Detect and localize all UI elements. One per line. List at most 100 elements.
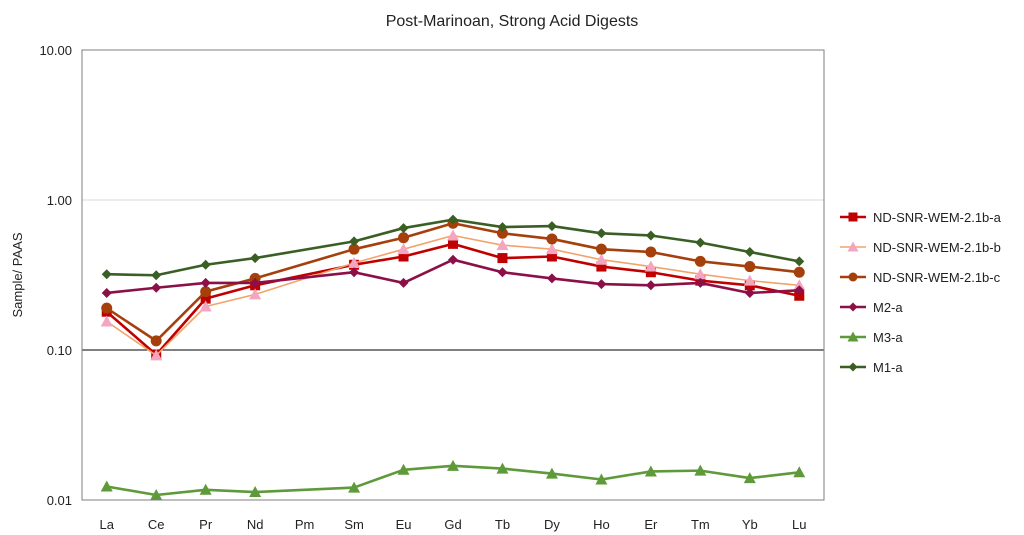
x-tick-label: Gd	[444, 517, 461, 532]
series-2	[100, 229, 806, 361]
data-point	[349, 236, 360, 247]
data-point	[200, 277, 211, 288]
data-point	[546, 233, 558, 245]
series-line	[106, 221, 800, 343]
data-point	[793, 266, 805, 278]
legend-label: ND-SNR-WEM-2.1b-a	[873, 210, 1002, 225]
data-point	[497, 253, 508, 264]
data-point	[398, 251, 409, 262]
data-point	[596, 261, 607, 272]
data-point	[695, 237, 706, 248]
x-tick-label: Ce	[148, 517, 165, 532]
legend-marker	[847, 241, 859, 252]
data-point	[100, 315, 113, 327]
data-point	[546, 251, 557, 262]
data-point	[794, 256, 805, 267]
series-line	[105, 242, 800, 357]
series-4	[101, 254, 805, 298]
data-point	[596, 228, 607, 239]
data-point	[349, 267, 360, 278]
data-point	[200, 259, 211, 270]
data-point	[151, 282, 162, 293]
data-point	[793, 279, 806, 291]
data-point	[645, 246, 657, 258]
y-tick-label: 0.10	[47, 343, 72, 358]
data-point	[545, 467, 558, 479]
legend-item: M2-a	[840, 300, 903, 315]
legend-label: M1-a	[873, 360, 903, 375]
data-point	[744, 247, 755, 258]
data-point	[496, 239, 509, 251]
chart-title: Post-Marinoan, Strong Acid Digests	[386, 13, 639, 30]
data-point	[250, 253, 261, 264]
legend-item: ND-SNR-WEM-2.1b-c	[840, 270, 1001, 285]
x-tick-label: Pm	[295, 517, 315, 532]
y-axis-label: Sample/ PAAS	[10, 232, 25, 317]
data-point	[199, 300, 212, 312]
data-point	[398, 223, 409, 234]
x-tick-label: Nd	[247, 517, 264, 532]
data-point	[545, 243, 558, 255]
y-tick-label: 10.00	[39, 43, 72, 58]
data-point	[743, 472, 756, 484]
data-point	[744, 287, 755, 298]
x-tick-label: Dy	[544, 517, 560, 532]
legend-item: M1-a	[840, 360, 903, 375]
data-point	[448, 238, 458, 249]
data-point	[644, 465, 657, 477]
x-tick-label: Er	[644, 517, 658, 532]
data-point	[249, 486, 262, 498]
data-point	[645, 230, 656, 241]
series-line	[106, 258, 800, 295]
data-point	[496, 227, 508, 239]
x-tick-label: Eu	[396, 517, 412, 532]
data-point	[101, 269, 112, 280]
x-tick-label: Yb	[742, 517, 758, 532]
data-point	[497, 222, 508, 233]
data-point	[447, 459, 459, 471]
legend-marker	[848, 272, 858, 282]
legend-marker	[848, 362, 858, 372]
legend-label: M2-a	[873, 300, 903, 315]
legend-item: M3-a	[840, 330, 903, 345]
data-point	[695, 277, 706, 288]
data-point	[496, 462, 509, 474]
data-point	[397, 463, 410, 475]
legend-label: M3-a	[873, 330, 903, 345]
data-point	[645, 280, 656, 291]
x-tick-label: Tb	[495, 517, 510, 532]
data-point	[150, 349, 163, 361]
x-tick-label: Sm	[344, 517, 364, 532]
data-point	[595, 243, 607, 255]
data-point	[596, 279, 607, 290]
data-point	[546, 221, 557, 232]
data-point	[101, 287, 112, 298]
legend-item: ND-SNR-WEM-2.1b-a	[840, 210, 1002, 225]
x-tick-label: Ho	[593, 517, 610, 532]
data-point	[694, 255, 706, 267]
data-point	[348, 243, 360, 255]
series-line	[106, 234, 800, 357]
data-point	[150, 488, 163, 500]
data-point	[199, 483, 212, 495]
legend-marker	[848, 302, 858, 312]
data-point	[151, 270, 162, 281]
data-point	[694, 464, 707, 476]
series-layer	[100, 214, 806, 500]
y-tick-labels: 0.01 0.10 1.00 10.00	[39, 43, 72, 508]
y-tick-label: 0.01	[47, 493, 72, 508]
data-point	[794, 290, 805, 301]
data-point	[645, 267, 656, 278]
series-line	[106, 218, 800, 277]
series-5	[100, 459, 806, 500]
data-point	[200, 293, 211, 304]
x-tick-label: Tm	[691, 517, 710, 532]
legend: ND-SNR-WEM-2.1b-a ND-SNR-WEM-2.1b-b ND-SNR…	[840, 210, 1002, 375]
legend-label: ND-SNR-WEM-2.1b-c	[873, 270, 1001, 285]
plot-area-border	[81, 49, 825, 501]
data-point	[150, 335, 162, 347]
data-point	[744, 261, 756, 273]
data-point	[595, 473, 608, 485]
legend-item: ND-SNR-WEM-2.1b-b	[840, 240, 1001, 255]
